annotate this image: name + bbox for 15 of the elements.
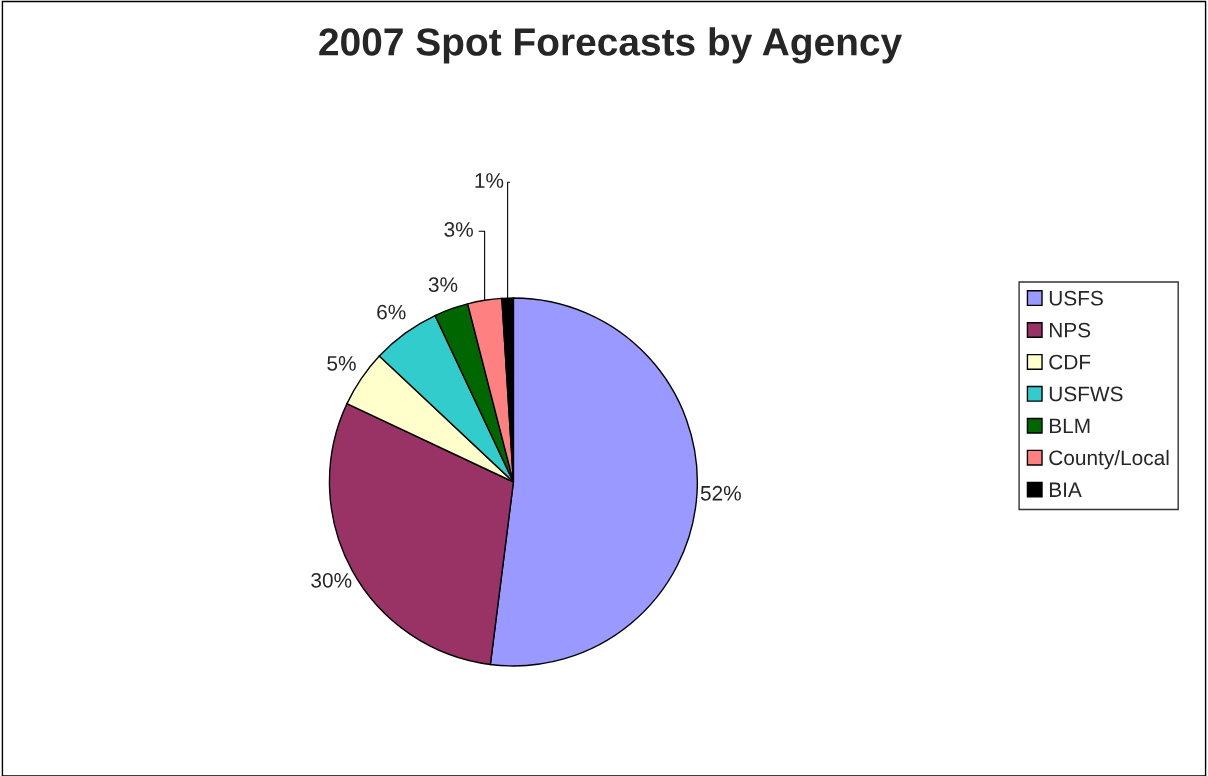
data-label: 30% xyxy=(311,572,352,588)
legend-label: CDF xyxy=(1049,354,1091,370)
chart-title: 2007 Spot Forecasts by Agency xyxy=(319,27,902,64)
data-label: 5% xyxy=(327,356,356,371)
legend-label: USFWS xyxy=(1049,386,1123,402)
data-label: 1% xyxy=(475,173,504,188)
data-label: 3% xyxy=(428,277,458,293)
legend-label: BIA xyxy=(1049,482,1082,497)
legend-label: BLM xyxy=(1049,418,1090,434)
legend-label: NPS xyxy=(1049,322,1091,338)
data-label: 3% xyxy=(444,222,473,237)
legend-label: USFS xyxy=(1049,290,1103,306)
data-label: 52% xyxy=(700,485,741,501)
legend-label: County/Local xyxy=(1049,449,1169,470)
data-label: 6% xyxy=(377,304,406,320)
